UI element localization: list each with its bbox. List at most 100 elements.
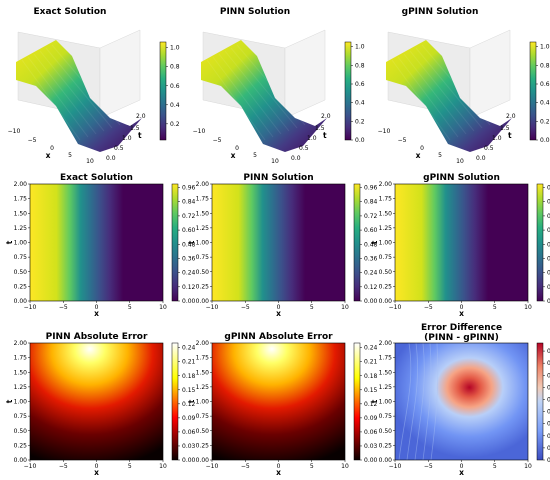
panel-heatmap-3: Exact Solution −10 −5 0 5 10 x 0.00 0.25 0.50 0.75… [5, 173, 196, 318]
surface-shade [51, 44, 121, 126]
panel-title: gPINN Solution [402, 7, 479, 17]
cbar-tick-label: 0.021 [547, 372, 550, 379]
side-pane [469, 29, 511, 119]
cbar-tick-label: 0.00 [364, 298, 378, 305]
x-tick-label: −10 [8, 128, 21, 135]
t-tick-label: 2.0 [136, 113, 146, 120]
colorbar-s1 [345, 42, 351, 140]
x-tick-label: 0 [460, 304, 464, 311]
cbar-tick-label: 0.72 [182, 213, 196, 220]
contour-line [398, 342, 412, 461]
surface-shade [27, 56, 89, 138]
colorbar-frame-h7 [353, 342, 361, 461]
y-axis-label: t [5, 240, 14, 244]
surface-shade [403, 53, 467, 135]
cbar-tick-label: 0.15 [182, 387, 196, 394]
surface-shade [206, 59, 266, 141]
t-axis-label: t [138, 131, 142, 140]
x-axis-label: x [46, 151, 51, 160]
x-tick-label: 10 [456, 158, 464, 165]
y-tick-label: 2.00 [196, 340, 210, 347]
y-tick-label: 2.00 [379, 340, 393, 347]
contour-line [414, 342, 425, 461]
x-tick-label: 0 [277, 463, 281, 470]
x-tick-label: −10 [206, 463, 219, 470]
x-tick-label: 0 [277, 304, 281, 311]
cbar-tick-label: 0.15 [364, 387, 378, 394]
y-tick-label: 0.75 [14, 254, 28, 261]
y-tick-label: 0.25 [196, 442, 210, 449]
cbar-tick-label: 0.48 [182, 241, 196, 248]
panel-title: gPINN Solution [423, 173, 500, 183]
y-tick-label: 2.00 [196, 181, 210, 188]
cbar-tick-label: 0.027 [547, 348, 550, 355]
cbar-tick-label: 0.96 [182, 185, 196, 192]
cbar-tick-label: 0.003 [547, 445, 550, 452]
cbar-tick-label: 0.18 [364, 373, 378, 380]
y-tick-label: 0.50 [379, 269, 393, 276]
cbar-tick-label: 0.018 [547, 384, 550, 391]
panel-heatmap-5: gPINN Solution −10 −5 0 5 10 x 0.00 0.25 0.50 0.75… [370, 173, 550, 318]
surface-shade [230, 47, 298, 129]
cbar-tick-label: 0.18 [182, 373, 196, 380]
heatmap-field [395, 184, 528, 301]
cbar-tick-label: 0.8 [170, 64, 180, 71]
surface-shade [218, 53, 282, 135]
t-tick-label: 1.5 [315, 125, 325, 132]
x-tick-label: 10 [341, 304, 349, 311]
t-tick-label: 1.0 [122, 135, 132, 142]
t-tick-label: 2.0 [321, 113, 331, 120]
y-tick-label: 1.25 [196, 225, 210, 232]
surface-mesh [201, 40, 327, 152]
y-tick-label: 1.75 [14, 355, 28, 362]
cbar-tick-label: 0.06 [182, 429, 196, 436]
surface-shade [415, 47, 483, 129]
surface-shade [397, 56, 459, 138]
cbar-tick-label: 0.8 [540, 62, 550, 69]
cbar-tick-label: 0.60 [547, 227, 550, 234]
cbar-tick-label: 0.6 [355, 81, 365, 88]
x-tick-label: −10 [24, 304, 37, 311]
x-tick-label: 5 [493, 304, 497, 311]
cbar-tick-label: 0.0 [540, 137, 550, 144]
y-tick-label: 1.00 [14, 399, 28, 406]
cbar-tick-label: 0.00 [364, 457, 378, 464]
panel-title: Exact Solution [60, 173, 133, 183]
cbar-tick-label: 0.2 [540, 118, 550, 125]
panel-surface-1: PINN Solution −10 −5 0 5 10 x 0.0 0.5 1.0 1.5 2.0 t 0… [193, 7, 365, 165]
colorbar-frame-s0 [159, 41, 167, 141]
colorbar-frame-h6 [171, 342, 179, 461]
panel-heatmap-8: Error Difference(PINN - gPINN) −10 −5 0 5 10 x… [370, 323, 550, 477]
x-tick-label: 0 [235, 145, 239, 152]
cbar-tick-label: 0.36 [547, 255, 550, 262]
x-tick-label: −5 [424, 304, 433, 311]
y-tick-label: 1.25 [379, 384, 393, 391]
x-tick-label: 10 [159, 304, 167, 311]
colorbar-h6 [172, 343, 178, 460]
x-tick-label: 10 [524, 463, 532, 470]
heatmap-field [30, 184, 163, 301]
y-tick-label: 0.00 [196, 457, 210, 464]
x-tick-label: 10 [86, 158, 94, 165]
cbar-tick-label: 0.8 [355, 62, 365, 69]
cbar-tick-label: 0.24 [182, 270, 196, 277]
x-tick-label: −10 [389, 304, 402, 311]
x-tick-label: −5 [59, 463, 68, 470]
t-tick-label: 2.0 [506, 113, 516, 120]
y-tick-label: 0.50 [196, 428, 210, 435]
cbar-tick-label: 0.4 [170, 102, 180, 109]
x-tick-label: −5 [241, 304, 250, 311]
cbar-tick-label: 0.6 [540, 81, 550, 88]
contour-line [406, 342, 418, 461]
cbar-tick-label: 0.09 [364, 415, 378, 422]
x-tick-label: −5 [28, 137, 37, 144]
y-axis-label: t [187, 240, 196, 244]
panel-subtitle: (PINN - gPINN) [424, 333, 499, 343]
colorbar-s0 [160, 42, 166, 140]
x-tick-label: 5 [310, 304, 314, 311]
heatmap-field [212, 343, 345, 460]
y-tick-label: 2.00 [14, 340, 28, 347]
x-tick-label: 5 [493, 463, 497, 470]
y-tick-label: 0.75 [196, 413, 210, 420]
y-tick-label: 0.50 [379, 428, 393, 435]
